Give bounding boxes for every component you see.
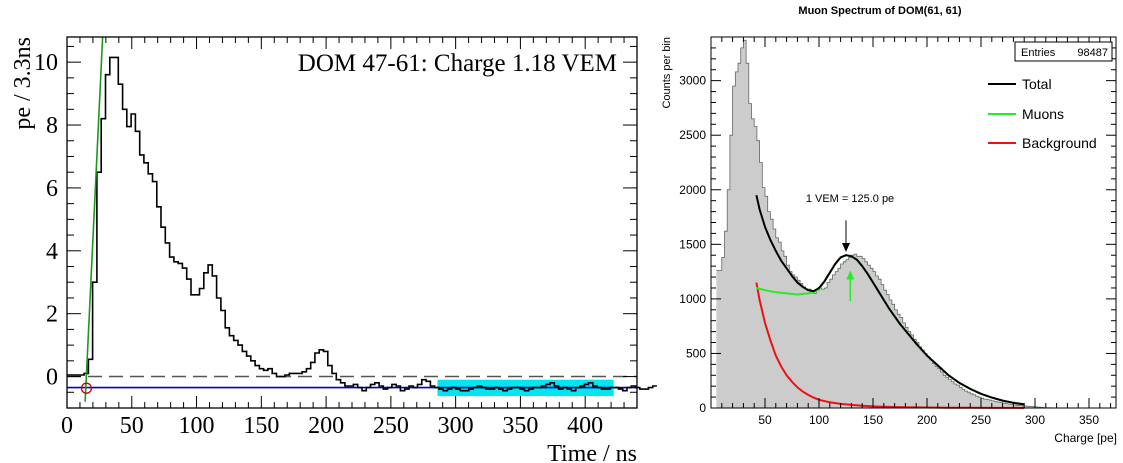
stats-box-frame <box>1014 41 1113 62</box>
left-x-tick-label: 150 <box>243 413 279 439</box>
left-plot-marks <box>67 36 657 402</box>
left-y-tick-label: 0 <box>46 365 58 391</box>
right-x-tick-label: 50 <box>758 413 772 427</box>
left-x-tick-label: 50 <box>120 413 144 439</box>
legend-label-muons: Muons <box>1022 106 1064 122</box>
stats-box: Entries 98487 <box>1014 41 1113 62</box>
start-time-marker <box>80 382 93 394</box>
left-x-tick-label: 0 <box>61 413 73 439</box>
right-chart-title: Muon Spectrum of DOM(61, 61) <box>798 5 962 17</box>
right-y-tick-label: 2000 <box>679 183 706 197</box>
muon-spectrum-chart: Muon Spectrum of DOM(61, 61) 50 100 150 200… <box>661 5 1117 445</box>
legend-label-total: Total <box>1022 76 1052 92</box>
waveform-histogram <box>67 56 657 392</box>
right-axes: 50 100 150 200 250 300 350 0 500 1000 1500 2000 2500… <box>679 37 1116 427</box>
left-x-axis-label: Time / ns <box>547 441 637 463</box>
right-y-tick-label: 500 <box>686 346 706 360</box>
vem-arrow-head <box>842 242 850 252</box>
right-x-tick-label: 150 <box>863 413 883 427</box>
left-y-axis-label: pe / 3.3ns <box>10 37 36 130</box>
left-x-tick-label: 300 <box>438 413 474 439</box>
left-y-tick-label: 8 <box>46 113 58 139</box>
right-y-tick-label: 3000 <box>679 74 706 88</box>
right-x-tick-label: 350 <box>1079 413 1099 427</box>
left-annotation: DOM 47-61: Charge 1.18 VEM <box>298 50 617 77</box>
right-y-tick-label: 1500 <box>679 237 706 251</box>
right-x-tick-label: 300 <box>1025 413 1045 427</box>
total-fit-curve <box>755 194 1025 406</box>
waveform-chart: 0 50 100 150 200 250 300 350 400 0 2 4 6 8 10 DOM 47-6… <box>10 36 657 463</box>
left-x-tick-label: 400 <box>567 413 603 439</box>
left-plot-background <box>67 37 637 408</box>
right-x-axis-label: Charge [pe] <box>1054 431 1117 445</box>
left-y-tick-label: 6 <box>46 176 58 202</box>
left-x-tick-label: 350 <box>502 413 538 439</box>
right-y-axis-label: Counts per bin <box>661 37 673 109</box>
rise-fit-line <box>84 36 104 402</box>
left-x-tick-label: 200 <box>308 413 344 439</box>
histogram-fill <box>716 40 1057 409</box>
left-y-tick-label: 10 <box>34 50 58 76</box>
legend-label-background: Background <box>1022 135 1097 151</box>
vem-annotation: 1 VEM = 125.0 pe <box>806 193 894 205</box>
left-y-tick-label: 2 <box>46 302 58 328</box>
right-y-tick-label: 2500 <box>679 128 706 142</box>
left-y-tick-label: 4 <box>46 239 58 265</box>
stats-value: 98487 <box>1077 47 1108 59</box>
legend: Total Muons Background <box>988 76 1097 151</box>
right-x-tick-label: 200 <box>917 413 937 427</box>
peak-arrow-head <box>846 270 855 280</box>
right-y-tick-label: 1000 <box>679 292 706 306</box>
left-axes: 0 50 100 150 200 250 300 350 400 0 2 4 6 8 10 <box>34 37 638 439</box>
right-x-tick-label: 250 <box>971 413 991 427</box>
stats-label: Entries <box>1021 47 1056 59</box>
left-x-tick-label: 100 <box>179 413 215 439</box>
left-x-tick-label: 250 <box>373 413 409 439</box>
histogram-outline <box>716 39 1057 409</box>
right-x-tick-label: 100 <box>809 413 829 427</box>
right-y-tick-label: 0 <box>699 401 706 415</box>
